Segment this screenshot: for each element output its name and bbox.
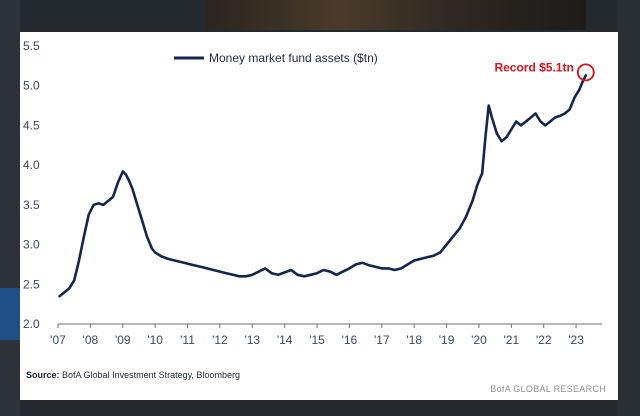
brand-label: BofA GLOBAL RESEARCH: [490, 384, 606, 394]
y-tick-label: 2.0: [23, 317, 40, 331]
y-tick-label: 5.5: [23, 39, 40, 53]
x-tick-label: '18: [406, 333, 422, 347]
y-tick-label: 4.0: [23, 158, 40, 172]
x-tick-label: '17: [374, 333, 390, 347]
background-photo-strip: [206, 0, 586, 30]
y-tick-label: 2.5: [23, 277, 40, 291]
background-right-panel: [618, 0, 640, 416]
x-tick-label: '08: [83, 333, 99, 347]
x-tick-label: '13: [244, 333, 260, 347]
chart-svg: 2.0 2.5 3.0 3.5 4.0 4.5 5.0 5.5 '07 '08 '09 '10 '11…: [23, 39, 602, 347]
y-tick-label: 4.5: [23, 118, 40, 132]
legend-label: Money market fund assets ($tn): [209, 51, 378, 65]
y-tick-label: 5.0: [23, 79, 40, 93]
x-tick-label: '16: [342, 333, 358, 347]
x-tick-label: '09: [115, 333, 131, 347]
x-tick-label: '10: [147, 333, 163, 347]
x-axis: '07 '08 '09 '10 '11 '12 '13 '14 '15 '16 '17 '18 '19 '…: [50, 323, 602, 347]
y-axis: 2.0 2.5 3.0 3.5 4.0 4.5 5.0 5.5: [23, 39, 40, 331]
x-tick-label: '07: [50, 333, 66, 347]
record-annotation-label: Record $5.1tn: [494, 60, 573, 74]
chart-card: 2.0 2.5 3.0 3.5 4.0 4.5 5.0 5.5 '07 '08 '09 '10 '11…: [20, 32, 618, 400]
y-tick-label: 3.0: [23, 238, 40, 252]
source-note: Source: BofA Global Investment Strategy,…: [26, 370, 240, 380]
x-tick-label: '11: [180, 333, 195, 347]
x-tick-label: '19: [439, 333, 455, 347]
background-left-panel: [0, 0, 20, 416]
x-tick-label: '23: [568, 333, 584, 347]
x-tick-label: '15: [309, 333, 325, 347]
x-tick-label: '12: [212, 333, 228, 347]
y-tick-label: 3.5: [23, 198, 40, 212]
series-line: [58, 74, 588, 298]
background-blue-block: [0, 288, 20, 340]
source-label: Source:: [26, 370, 60, 380]
x-tick-label: '14: [277, 333, 293, 347]
x-tick-label: '20: [471, 333, 487, 347]
series-layer: [58, 74, 588, 298]
record-marker-circle: [576, 63, 595, 82]
legend: Money market fund assets ($tn): [174, 51, 378, 65]
x-tick-label: '22: [536, 333, 552, 347]
x-tick-label: '21: [504, 333, 520, 347]
annotation: Record $5.1tn: [494, 60, 595, 82]
source-text: BofA Global Investment Strategy, Bloombe…: [62, 370, 240, 380]
